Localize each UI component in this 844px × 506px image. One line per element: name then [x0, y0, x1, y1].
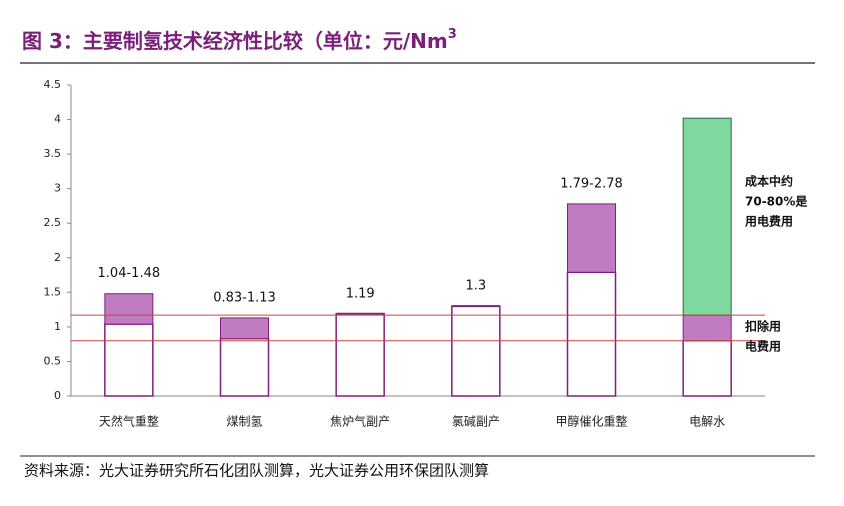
base-bar — [335, 313, 385, 397]
x-tick-label: 天然气重整 — [99, 414, 159, 429]
annotation: 扣除用 — [745, 318, 781, 333]
value-label: 1.3 — [465, 279, 486, 294]
annotation: 成本中约 — [745, 173, 793, 188]
annotation: 70-80%是 — [745, 194, 808, 208]
source: 资料来源：光大证券研究所石化团队测算，光大证券公用环保团队测算 — [24, 462, 489, 480]
y-tick-label: 0.5 — [44, 354, 62, 367]
x-tick-label: 电解水 — [689, 415, 725, 429]
value-label: 1.04-1.48 — [98, 266, 161, 281]
y-tick-label: 1.5 — [44, 285, 62, 298]
y-tick-label: 3.5 — [44, 147, 62, 160]
range-bar — [682, 314, 732, 342]
annotation: 电费用 — [745, 338, 781, 353]
title-main: 图 3：主要制氢技术经济性比较（单位：元/Nm — [22, 29, 448, 53]
y-tick-label: 2 — [54, 251, 61, 264]
x-tick-label: 氯碱副产 — [452, 415, 500, 429]
base-bar — [104, 323, 154, 397]
annotation: 用电费用 — [744, 213, 793, 228]
base-bar — [451, 305, 501, 397]
base-bar — [566, 271, 617, 397]
range-bar — [104, 293, 154, 325]
y-tick-label: 2.5 — [44, 216, 62, 229]
value-label: 1.19 — [346, 286, 375, 301]
title-sup: 3 — [448, 27, 457, 42]
y-tick-label: 3 — [54, 182, 61, 195]
y-tick-label: 0 — [54, 389, 61, 402]
base-bar — [219, 337, 270, 397]
y-tick-label: 4 — [54, 113, 61, 126]
upper-bar — [682, 117, 732, 316]
x-tick-label: 甲醇催化重整 — [555, 414, 627, 429]
range-bar — [220, 317, 269, 340]
base-bar — [682, 339, 732, 397]
y-tick-label: 4.5 — [44, 78, 62, 91]
chart-title: 图 3：主要制氢技术经济性比较（单位：元/Nm3 — [22, 27, 457, 53]
x-tick-label: 焦炉气副产 — [330, 414, 390, 429]
range-bar — [567, 203, 616, 273]
x-tick-label: 煤制氢 — [226, 414, 262, 429]
value-label: 0.83-1.13 — [213, 290, 276, 305]
y-tick-label: 1 — [54, 320, 61, 333]
value-label: 1.79-2.78 — [560, 176, 623, 191]
